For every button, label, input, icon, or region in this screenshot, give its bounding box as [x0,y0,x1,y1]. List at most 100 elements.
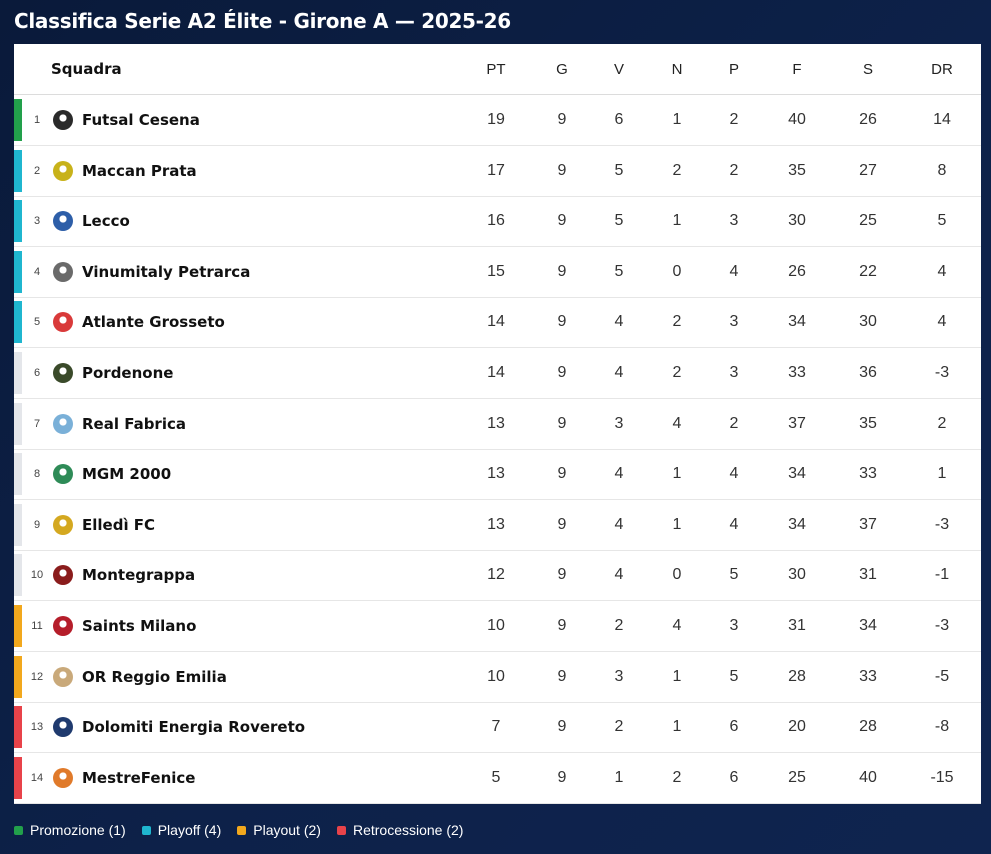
crest-icon [53,413,73,434]
team-name[interactable]: Atlante Grosseto [82,313,225,332]
team-name[interactable]: Montegrappa [82,566,196,585]
position-number: 2 [33,164,41,177]
team-name[interactable]: Futsal Cesena [82,111,200,129]
table-row[interactable]: 4 Vinumitaly Petrarca 15 9 5 0 4 26 22 4 [14,247,981,298]
stat-s: 22 [859,262,877,280]
table-row[interactable]: 7 Real Fabrica 13 9 3 4 2 37 35 2 [14,399,981,450]
table-row[interactable]: 1 Futsal Cesena 19 9 6 1 2 40 26 14 [14,95,981,146]
team-name[interactable]: Maccan Prata [82,161,197,180]
position-number: 9 [33,518,41,531]
team-name[interactable]: Dolomiti Energia Rovereto [82,718,306,737]
header-team[interactable]: Squadra [51,60,122,78]
stat-dr: -3 [934,364,950,381]
team-logo-icon [50,500,76,550]
team-logo-icon [50,196,76,246]
stat-dr: -3 [934,515,950,533]
stat-p: 4 [729,465,739,483]
team-logo-icon [50,753,76,803]
legend-item-playoff: Playoff (4) [141,822,221,838]
header-v[interactable]: V [613,60,624,78]
header-dr[interactable]: DR [931,60,953,78]
position-number: 8 [33,468,41,481]
crest-icon [53,160,73,181]
stat-dr: 8 [937,161,947,179]
stat-v: 3 [614,414,624,432]
table-row[interactable]: 10 Montegrappa 12 9 4 0 5 30 31 -1 [14,550,981,602]
table-row[interactable]: 8 MGM 2000 13 9 4 1 4 34 33 1 [14,449,981,501]
zone-indicator [14,402,22,445]
table-row[interactable]: 13 Dolomiti Energia Rovereto 7 9 2 1 6 20 28 -8 [14,702,981,754]
stat-f: 20 [788,718,806,736]
team-logo-icon [50,702,76,752]
stat-n: 1 [672,212,682,230]
stat-g: 9 [557,566,567,584]
stat-s: 37 [859,515,877,533]
stat-s: 33 [859,667,877,685]
legend-label: Playout (2) [253,822,321,838]
team-name[interactable]: Lecco [82,212,130,231]
stat-v: 6 [614,111,624,128]
stat-pt: 14 [487,364,505,381]
stat-pt: 5 [491,768,501,786]
position-number: 14 [30,771,44,784]
stat-n: 1 [672,111,682,128]
zone-indicator [14,655,22,698]
stat-pt: 17 [487,161,505,179]
stat-n: 4 [672,414,682,432]
stat-p: 5 [729,667,739,685]
position-number: 3 [33,215,41,228]
stat-p: 6 [729,718,739,736]
team-name[interactable]: Real Fabrica [82,414,186,433]
header-p[interactable]: P [728,60,739,78]
stat-s: 34 [859,617,877,634]
crest-icon [53,211,73,232]
table-row[interactable]: 9 Elledì FC 13 9 4 1 4 34 37 -3 [14,500,981,551]
zone-indicator [14,453,22,496]
stat-p: 2 [729,161,739,179]
stat-f: 28 [788,667,806,685]
team-name[interactable]: Vinumitaly Petrarca [82,262,251,281]
stat-dr: -1 [934,566,950,584]
stat-n: 2 [672,364,682,381]
table-row[interactable]: 2 Maccan Prata 17 9 5 2 2 35 27 8 [14,146,981,197]
team-logo-icon [50,95,76,145]
team-name[interactable]: Pordenone [82,364,174,382]
table-row[interactable]: 5 Atlante Grosseto 14 9 4 2 3 34 30 4 [14,297,981,349]
header-f[interactable]: F [792,60,802,78]
position-number: 10 [30,569,44,582]
position-number: 4 [33,265,41,278]
table-row[interactable]: 3 Lecco 16 9 5 1 3 30 25 5 [14,196,981,248]
stat-s: 25 [859,212,877,230]
table-row[interactable]: 12 OR Reggio Emilia 10 9 3 1 5 28 33 -5 [14,652,981,703]
zone-indicator [14,554,22,597]
stat-v: 4 [614,566,624,584]
stat-n: 2 [672,161,682,179]
stat-dr: 4 [937,313,947,331]
position-number: 6 [33,367,41,379]
legend-item-playout: Playout (2) [237,822,321,838]
team-name[interactable]: OR Reggio Emilia [82,667,227,686]
zone-indicator [14,250,22,293]
header-g[interactable]: G [556,60,568,78]
header-pt[interactable]: PT [486,60,506,78]
team-logo-icon [50,146,76,196]
stat-s: 40 [859,768,877,786]
table-row[interactable]: 11 Saints Milano 10 9 2 4 3 31 34 -3 [14,601,981,652]
team-name[interactable]: MGM 2000 [82,465,172,484]
zone-indicator [14,756,22,799]
header-n[interactable]: N [671,60,683,78]
team-name[interactable]: MestreFenice [82,768,196,787]
team-name[interactable]: Saints Milano [82,617,197,635]
header-s[interactable]: S [862,60,873,78]
stat-pt: 10 [487,617,505,634]
stat-s: 35 [859,414,877,432]
stat-v: 3 [614,667,624,685]
crest-icon [53,767,73,788]
crest-icon [53,363,73,383]
stat-v: 5 [614,161,624,179]
team-name[interactable]: Elledì FC [82,515,156,534]
zone-indicator [14,503,22,546]
position-number: 12 [30,670,44,683]
table-row[interactable]: 14 MestreFenice 5 9 1 2 6 25 40 -15 [14,753,981,804]
table-row[interactable]: 6 Pordenone 14 9 4 2 3 33 36 -3 [14,348,981,399]
